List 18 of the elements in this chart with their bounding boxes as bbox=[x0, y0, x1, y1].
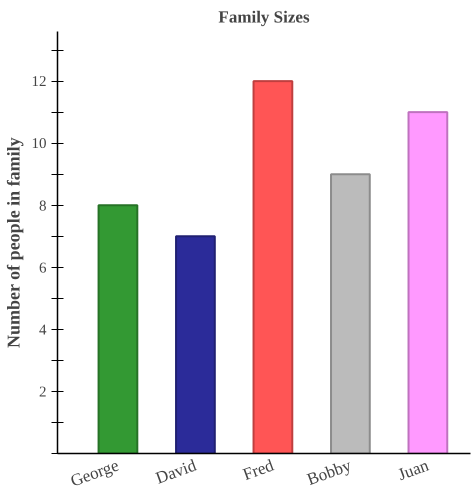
bar bbox=[408, 111, 448, 454]
x-tick-label: Fred bbox=[240, 455, 277, 484]
y-axis-title: Number of people in family bbox=[4, 137, 24, 348]
chart-title: Family Sizes bbox=[218, 8, 310, 26]
y-tick-label: 12 bbox=[32, 74, 46, 90]
bar bbox=[252, 80, 294, 454]
x-tick-label: Bobby bbox=[304, 455, 354, 489]
bar bbox=[175, 235, 216, 454]
y-tick-label: 4 bbox=[39, 322, 47, 338]
y-tick-label: 2 bbox=[39, 384, 46, 400]
bar bbox=[98, 204, 138, 454]
y-tick-label: 8 bbox=[39, 198, 46, 214]
x-tick-label: David bbox=[153, 455, 200, 488]
y-tick-label: 6 bbox=[39, 260, 47, 276]
bar bbox=[330, 173, 371, 454]
x-tick-label: George bbox=[68, 456, 122, 490]
y-tick-label: 10 bbox=[32, 136, 46, 152]
x-tick-label: Juan bbox=[395, 455, 432, 484]
